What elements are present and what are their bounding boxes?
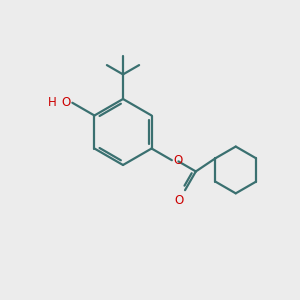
Text: O: O <box>175 194 184 207</box>
Text: O: O <box>173 154 182 167</box>
Text: O: O <box>61 96 71 109</box>
Text: H: H <box>48 96 57 109</box>
